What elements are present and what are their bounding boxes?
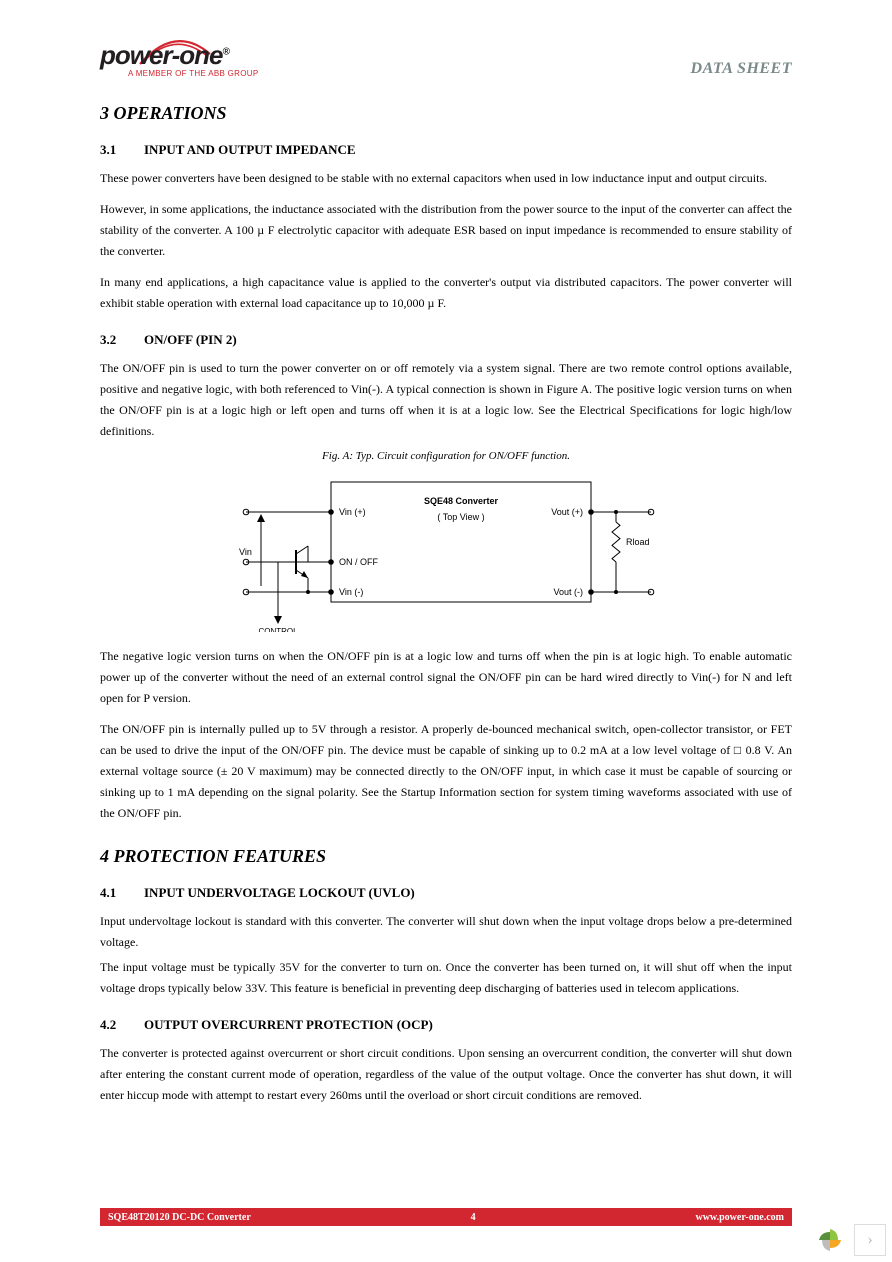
section-4-title: 4 PROTECTION FEATURES [100, 846, 792, 867]
logo-registered: ® [222, 46, 228, 57]
para-4-2-1: The converter is protected against overc… [100, 1043, 792, 1106]
page-header: power-one® A MEMBER OF THE ABB GROUP DAT… [100, 40, 792, 78]
subsection-3-2-heading: 3.2ON/OFF (PIN 2) [100, 332, 792, 348]
svg-text:Vout (+): Vout (+) [551, 507, 583, 517]
svg-text:Vin: Vin [239, 547, 252, 557]
footer-bar: SQE48T20120 DC-DC Converter 4 www.power-… [100, 1208, 792, 1226]
para-3-2-1: The ON/OFF pin is used to turn the power… [100, 358, 792, 442]
subsection-num: 3.2 [100, 332, 144, 348]
subsection-text: OUTPUT OVERCURRENT PROTECTION (OCP) [144, 1017, 433, 1032]
para-4-1-1: Input undervoltage lockout is standard w… [100, 911, 792, 953]
svg-text:ON / OFF: ON / OFF [339, 557, 378, 567]
figure-a-diagram: SQE48 Converter ( Top View ) Vin (+) ON / O… [211, 472, 681, 632]
pinwheel-icon[interactable] [816, 1226, 844, 1254]
para-3-1-2: However, in some applications, the induc… [100, 199, 792, 262]
subsection-4-2-heading: 4.2OUTPUT OVERCURRENT PROTECTION (OCP) [100, 1017, 792, 1033]
footer-page-number: 4 [471, 1212, 476, 1223]
figure-a-caption: Fig. A: Typ. Circuit configuration for O… [100, 450, 792, 462]
subsection-text: INPUT UNDERVOLTAGE LOCKOUT (UVLO) [144, 885, 415, 900]
svg-text:Vin (-): Vin (-) [339, 587, 363, 597]
para-3-1-3: In many end applications, a high capacit… [100, 272, 792, 314]
svg-text:Rload: Rload [626, 537, 650, 547]
subsection-4-1-heading: 4.1INPUT UNDERVOLTAGE LOCKOUT (UVLO) [100, 885, 792, 901]
svg-text:CONTROL: CONTROL [258, 627, 298, 632]
footer-right: www.power-one.com [695, 1212, 784, 1223]
svg-text:Vout (-): Vout (-) [553, 587, 583, 597]
para-3-1-1: These power converters have been designe… [100, 168, 792, 189]
para-3-2-3: The ON/OFF pin is internally pulled up t… [100, 719, 792, 824]
section-3-title: 3 OPERATIONS [100, 103, 792, 124]
subsection-num: 4.1 [100, 885, 144, 901]
svg-text:Vin (+): Vin (+) [339, 507, 366, 517]
subsection-num: 4.2 [100, 1017, 144, 1033]
footer-left: SQE48T20120 DC-DC Converter [108, 1212, 251, 1223]
viewer-controls: › [816, 1224, 886, 1256]
next-page-button[interactable]: › [854, 1224, 886, 1256]
svg-text:( Top View ): ( Top View ) [437, 512, 484, 522]
logo-text: power-one [100, 40, 222, 70]
subsection-text: ON/OFF (PIN 2) [144, 332, 237, 347]
subsection-3-1-heading: 3.1INPUT AND OUTPUT IMPEDANCE [100, 142, 792, 158]
svg-text:SQE48 Converter: SQE48 Converter [424, 496, 499, 506]
subsection-text: INPUT AND OUTPUT IMPEDANCE [144, 142, 356, 157]
para-4-1-2: The input voltage must be typically 35V … [100, 957, 792, 999]
para-3-2-2: The negative logic version turns on when… [100, 646, 792, 709]
subsection-num: 3.1 [100, 142, 144, 158]
logo: power-one® A MEMBER OF THE ABB GROUP [100, 40, 259, 78]
datasheet-label: DATA SHEET [691, 60, 792, 78]
